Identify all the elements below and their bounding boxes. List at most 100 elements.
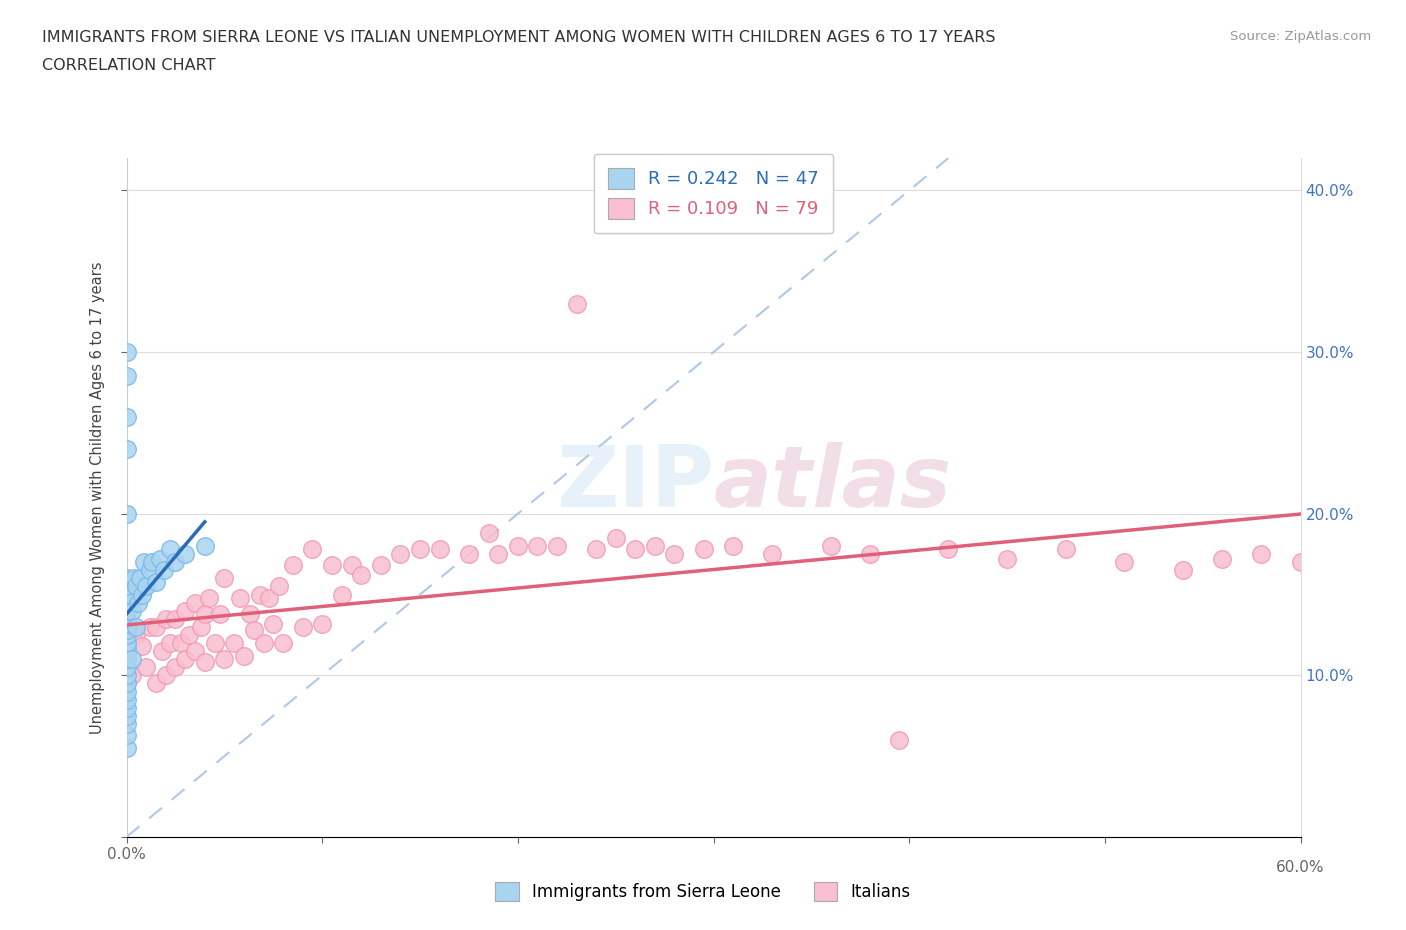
Point [179,628,201,643]
Point [721,538,744,553]
Point [115,628,138,643]
Point [115,623,138,638]
Point [214,652,236,667]
Point [115,740,138,755]
Point [644,538,666,553]
Point [170,635,193,650]
Point [1173,563,1195,578]
Point [127,595,149,610]
Point [115,692,138,707]
Point [209,606,232,621]
Point [115,709,138,724]
Point [546,538,568,553]
Point [197,591,219,605]
Point [194,655,217,670]
Point [184,644,207,658]
Point [125,579,148,594]
Point [115,617,138,631]
Point [150,644,173,658]
Point [115,647,138,662]
Point [194,538,217,553]
Point [262,617,284,631]
Legend: Immigrants from Sierra Leone, Italians: Immigrants from Sierra Leone, Italians [488,875,918,908]
Point [115,652,138,667]
Point [124,571,146,586]
Point [624,542,647,557]
Point [350,567,373,582]
Point [174,652,197,667]
Point [174,604,197,618]
Point [995,551,1018,566]
Point [145,574,167,589]
Point [115,619,138,634]
Point [115,635,138,650]
Point [1054,542,1077,557]
Point [165,555,187,570]
Point [139,563,162,578]
Point [190,619,212,634]
Point [321,558,343,573]
Point [115,579,138,594]
Point [129,571,152,586]
Point [152,563,174,578]
Point [139,619,162,634]
Point [155,668,177,683]
Point [259,591,281,605]
Point [1114,555,1136,570]
Text: 60.0%: 60.0% [1277,860,1324,875]
Point [159,542,181,557]
Point [458,547,481,562]
Point [1211,551,1233,566]
Point [526,538,548,553]
Point [165,611,187,626]
Point [271,635,294,650]
Point [121,668,143,683]
Point [145,619,167,634]
Point [820,538,842,553]
Point [664,547,686,562]
Point [115,442,138,457]
Point [115,506,138,521]
Point [214,571,236,586]
Point [281,558,304,573]
Point [291,619,314,634]
Text: CORRELATION CHART: CORRELATION CHART [42,58,215,73]
Point [936,542,959,557]
Point [204,635,226,650]
Point [269,579,291,594]
Point [134,555,156,570]
Point [229,591,252,605]
Point [115,409,138,424]
Point [1289,555,1312,570]
Point [477,525,499,540]
Text: atlas: atlas [713,443,952,525]
Point [174,547,197,562]
Point [370,558,392,573]
Point [115,611,138,626]
Point [125,628,148,643]
Point [115,727,138,742]
Point [115,571,138,586]
Point [115,716,138,731]
Point [242,623,264,638]
Point [301,542,323,557]
Point [155,611,177,626]
Point [115,676,138,691]
Text: IMMIGRANTS FROM SIERRA LEONE VS ITALIAN UNEMPLOYMENT AMONG WOMEN WITH CHILDREN A: IMMIGRANTS FROM SIERRA LEONE VS ITALIAN … [42,30,995,45]
Point [506,538,529,553]
Point [131,587,153,602]
Point [859,547,882,562]
Point [115,668,138,683]
Point [565,296,588,311]
Point [115,587,138,602]
Point [115,641,138,656]
Point [141,555,163,570]
Point [115,604,138,618]
Point [149,551,172,566]
Point [389,547,412,562]
Point [115,684,138,699]
Point [115,369,138,384]
Point [252,635,274,650]
Point [1250,547,1272,562]
Point [224,635,246,650]
